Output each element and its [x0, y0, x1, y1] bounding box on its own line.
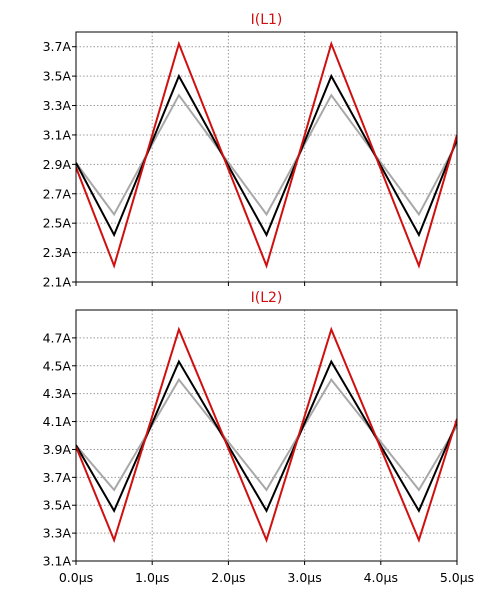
- y-tick-label: 4.5A: [43, 358, 72, 373]
- x-tick-label: 4.0µs: [364, 570, 398, 585]
- y-tick-label: 2.7A: [43, 186, 72, 201]
- y-tick-label: 4.3A: [43, 386, 72, 401]
- y-tick-label: 3.1A: [43, 554, 72, 569]
- x-tick-label: 3.0µs: [287, 570, 321, 585]
- y-tick-label: 4.1A: [43, 414, 72, 429]
- series-line-1: [76, 377, 457, 492]
- y-tick-label: 3.5A: [43, 498, 72, 513]
- x-tick-label: 2.0µs: [211, 570, 245, 585]
- y-tick-label: 2.1A: [43, 275, 72, 290]
- y-tick-label: 3.3A: [43, 526, 72, 541]
- y-tick-label: 3.3A: [43, 98, 72, 113]
- plot-frame: [75, 309, 458, 562]
- chart-panel-2: 4.7A 4.5A 4.3A 4.1A 3.9A 3.7A 3.5A 3.3A 3.1A0.0µ…: [43, 290, 475, 585]
- panel-title: I(L1): [251, 12, 283, 28]
- y-tick-label: 4.7A: [43, 330, 72, 345]
- y-tick-label: 3.7A: [43, 470, 72, 485]
- series-line-2: [76, 359, 457, 514]
- x-tick-label: 1.0µs: [135, 570, 169, 585]
- y-tick-label: 3.1A: [43, 127, 72, 142]
- x-tick-label: 5.0µs: [440, 570, 474, 585]
- series-line-3: [76, 40, 457, 269]
- series-line-1: [76, 93, 457, 217]
- series-line-2: [76, 73, 457, 238]
- y-tick-label: 2.5A: [43, 216, 72, 231]
- x-tick-label: 0.0µs: [59, 570, 93, 585]
- chart-panel-1: 3.7A 3.5A 3.3A 3.1A 2.9A 2.7A 2.5A 2.3A 2.1A I(L1…: [43, 12, 458, 290]
- y-tick-label: 3.7A: [43, 39, 72, 54]
- y-tick-label: 2.9A: [43, 157, 72, 172]
- series-line-3: [76, 326, 457, 544]
- y-tick-label: 3.5A: [43, 69, 72, 84]
- plot-frame: [75, 31, 458, 283]
- panel-title: I(L2): [251, 290, 283, 306]
- y-tick-label: 2.3A: [43, 245, 72, 260]
- y-tick-label: 3.9A: [43, 442, 72, 457]
